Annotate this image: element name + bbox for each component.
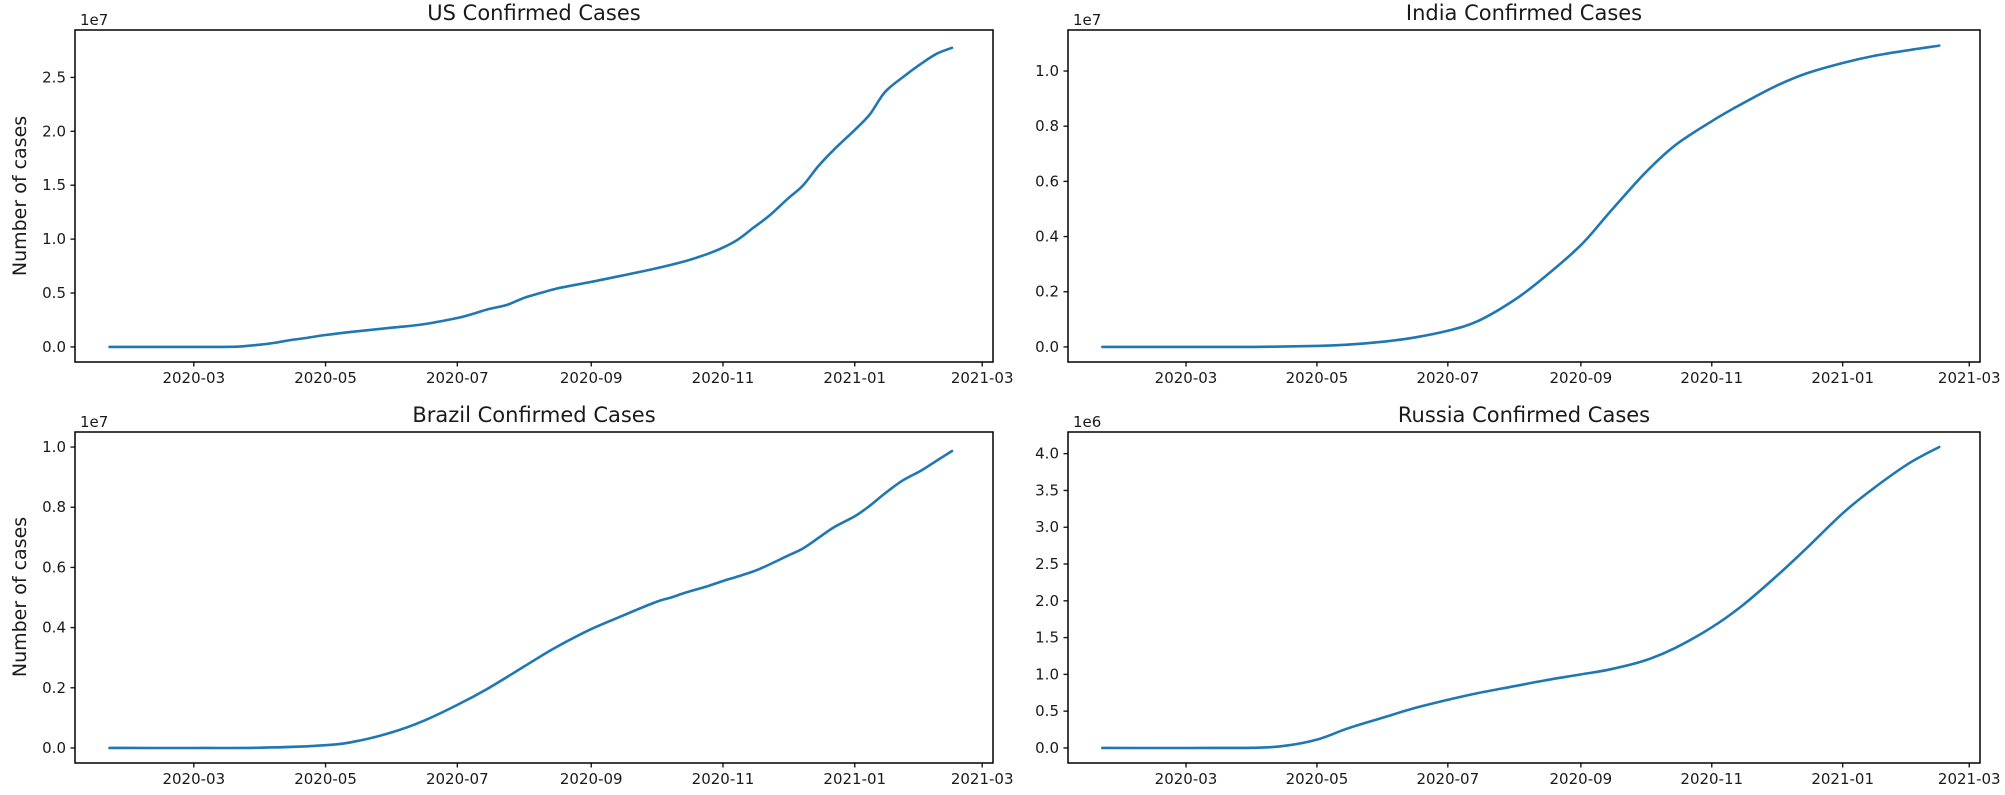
- y-tick-label: 3.0: [1035, 518, 1059, 536]
- x-tick-label: 2020-07: [426, 770, 489, 788]
- y-offset-label-brazil: 1e7: [80, 413, 108, 431]
- y-tick-label: 2.5: [1035, 555, 1059, 573]
- x-tick-label: 2020-03: [1155, 369, 1218, 387]
- x-tick-label: 2020-05: [1286, 770, 1349, 788]
- x-tick-label: 2020-05: [294, 369, 357, 387]
- axes-area-us: 2020-03 2020-05 2020-07 2020-09 2020-11 2021-…: [42, 29, 1014, 387]
- axes-spines: [74, 431, 994, 764]
- axes-spines: [1067, 29, 1981, 363]
- x-tick-label: 2020-09: [1550, 770, 1613, 788]
- y-tick-label: 0.2: [1035, 283, 1059, 301]
- axes-spines: [74, 29, 994, 363]
- x-tick-label: 2020-09: [560, 369, 623, 387]
- x-tick-label: 2020-05: [294, 770, 357, 788]
- axes-spines: [1067, 431, 1981, 764]
- y-offset-label-russia: 1e6: [1073, 413, 1101, 431]
- y-tick-label: 0.6: [1035, 172, 1059, 190]
- y-tick-label: 1.0: [1035, 62, 1059, 80]
- x-tick-label: 2021-03: [1938, 770, 2001, 788]
- data-line-russia: [1101, 445, 1941, 750]
- y-tick-label: 4.0: [1035, 445, 1059, 463]
- x-tick-label: 2020-03: [1155, 770, 1218, 788]
- y-tick-label: 0.0: [42, 338, 66, 356]
- y-tick-label: 1.5: [42, 176, 66, 194]
- data-line-us: [108, 46, 954, 349]
- y-offset-label-us: 1e7: [80, 11, 108, 29]
- y-tick-label: 0.0: [1035, 739, 1059, 757]
- y-tick-label: 0.2: [42, 679, 66, 697]
- axes-area-brazil: 2020-03 2020-05 2020-07 2020-09 2020-11 2021-…: [42, 431, 1014, 788]
- x-tick-label: 2020-11: [1680, 369, 1743, 387]
- y-tick-label: 0.4: [42, 619, 66, 637]
- y-tick-label: 0.5: [42, 284, 66, 302]
- y-tick-label: 1.5: [1035, 629, 1059, 647]
- x-tick-label: 2020-05: [1286, 369, 1349, 387]
- y-tick-label: 1.0: [1035, 665, 1059, 683]
- x-tick-label: 2020-11: [692, 369, 755, 387]
- y-axis-label-brazil: Number of cases: [9, 517, 31, 677]
- y-tick-label: 3.5: [1035, 481, 1059, 499]
- x-tick-label: 2020-07: [1416, 770, 1479, 788]
- data-line-brazil: [108, 449, 954, 750]
- subplot-us: US Confirmed Cases 1e7 Number of cases 2…: [9, 1, 1014, 387]
- data-line-india: [1101, 44, 1941, 349]
- x-tick-label: 2020-07: [426, 369, 489, 387]
- x-tick-label: 2020-11: [692, 770, 755, 788]
- x-tick-label: 2020-11: [1680, 770, 1743, 788]
- subplot-india: India Confirmed Cases 1e7 2020-03 2020-05…: [1035, 1, 2000, 387]
- axes-area-russia: 2020-03 2020-05 2020-07 2020-09 2020-11 2021-…: [1035, 431, 2001, 788]
- plot-title-us: US Confirmed Cases: [427, 1, 640, 25]
- y-tick-label: 0.0: [42, 739, 66, 757]
- x-tick-label: 2021-03: [951, 369, 1014, 387]
- x-tick-label: 2021-03: [951, 770, 1014, 788]
- y-tick-label: 0.8: [1035, 117, 1059, 135]
- x-tick-label: 2021-01: [823, 770, 886, 788]
- y-tick-label: 2.0: [1035, 592, 1059, 610]
- y-tick-label: 0.5: [1035, 702, 1059, 720]
- plot-title-brazil: Brazil Confirmed Cases: [412, 403, 655, 427]
- plot-title-russia: Russia Confirmed Cases: [1398, 403, 1650, 427]
- axes-area-india: 2020-03 2020-05 2020-07 2020-09 2020-11 2021-…: [1035, 29, 2001, 387]
- y-tick-label: 1.0: [42, 438, 66, 456]
- y-tick-label: 0.0: [1035, 338, 1059, 356]
- x-tick-label: 2021-01: [1811, 770, 1874, 788]
- x-tick-label: 2020-03: [162, 369, 225, 387]
- y-tick-label: 0.4: [1035, 228, 1059, 246]
- x-tick-label: 2021-03: [1938, 369, 2001, 387]
- x-tick-label: 2020-09: [1550, 369, 1613, 387]
- plot-title-india: India Confirmed Cases: [1406, 1, 1642, 25]
- x-tick-label: 2021-01: [823, 369, 886, 387]
- y-tick-label: 0.8: [42, 498, 66, 516]
- subplot-russia: Russia Confirmed Cases 1e6 2020-03 2020-0…: [1035, 403, 2000, 788]
- y-tick-label: 0.6: [42, 558, 66, 576]
- y-axis-label-us: Number of cases: [9, 116, 31, 276]
- y-tick-label: 2.5: [42, 68, 66, 86]
- subplot-brazil: Brazil Confirmed Cases 1e7 Number of cas…: [9, 403, 1014, 788]
- y-tick-label: 2.0: [42, 122, 66, 140]
- y-tick-label: 1.0: [42, 230, 66, 248]
- y-offset-label-india: 1e7: [1073, 11, 1101, 29]
- x-tick-label: 2020-09: [560, 770, 623, 788]
- x-tick-label: 2020-03: [162, 770, 225, 788]
- x-tick-label: 2020-07: [1416, 369, 1479, 387]
- x-tick-label: 2021-01: [1811, 369, 1874, 387]
